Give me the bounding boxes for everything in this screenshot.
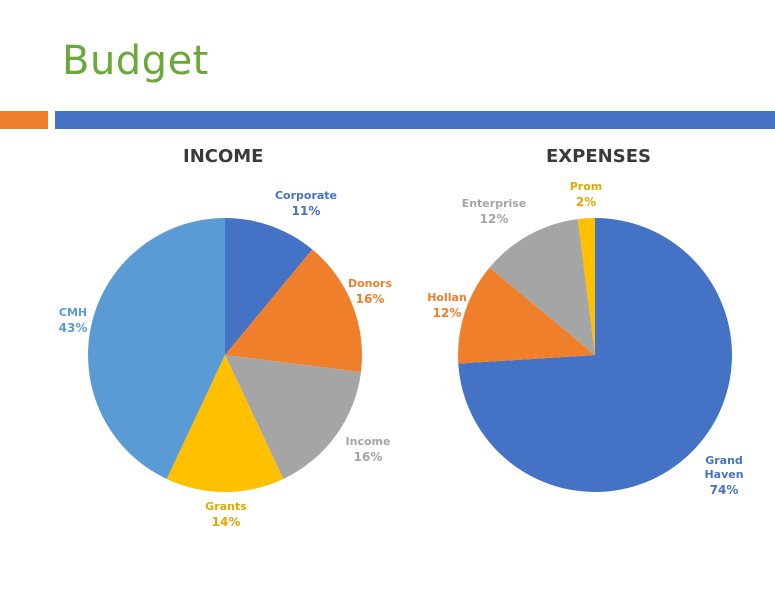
expenses-value-prom: 2% <box>576 195 596 209</box>
expenses-value-enterprise: 12% <box>480 212 509 226</box>
income-slice-grants <box>166 355 284 492</box>
income-label-cmh: CMH <box>59 306 87 319</box>
expenses-slice-holland <box>457 267 595 364</box>
income-label-corporate: Corporate <box>275 189 337 202</box>
income-slice-cmh <box>88 218 225 479</box>
accent-bar-blue <box>55 111 775 129</box>
expenses-chart-title: EXPENSES <box>546 146 651 167</box>
expenses-value-grand-haven: 74% <box>710 483 739 497</box>
expenses-label-enterprise: Enterprise <box>462 197 527 210</box>
expenses-slice-grand-haven <box>458 218 732 492</box>
income-value-grants: 14% <box>212 515 241 529</box>
income-label-income: Income <box>346 435 391 448</box>
income-label-grants: Grants <box>205 500 247 513</box>
accent-bar-orange <box>0 111 48 129</box>
expenses-slice-enterprise <box>489 219 595 355</box>
income-slice-income <box>225 355 361 479</box>
expenses-slice-prom <box>577 218 595 355</box>
income-slice-donors <box>225 249 363 373</box>
expenses-label-grand-haven-line1: Grand <box>705 454 743 467</box>
expenses-label-grand-haven-line2: Haven <box>704 468 743 481</box>
income-chart-title: INCOME <box>183 146 264 167</box>
income-label-donors: Donors <box>348 277 393 290</box>
income-value-income: 16% <box>354 450 383 464</box>
income-value-cmh: 43% <box>59 321 88 335</box>
expenses-label-holland: Hollan <box>427 291 467 304</box>
income-slice-corporate <box>225 217 313 355</box>
slide-title: Budget <box>62 38 209 84</box>
income-value-donors: 16% <box>356 292 385 306</box>
expenses-label-prom: Prom <box>570 180 603 193</box>
expenses-value-holland: 12% <box>433 306 462 320</box>
income-value-corporate: 11% <box>292 204 321 218</box>
